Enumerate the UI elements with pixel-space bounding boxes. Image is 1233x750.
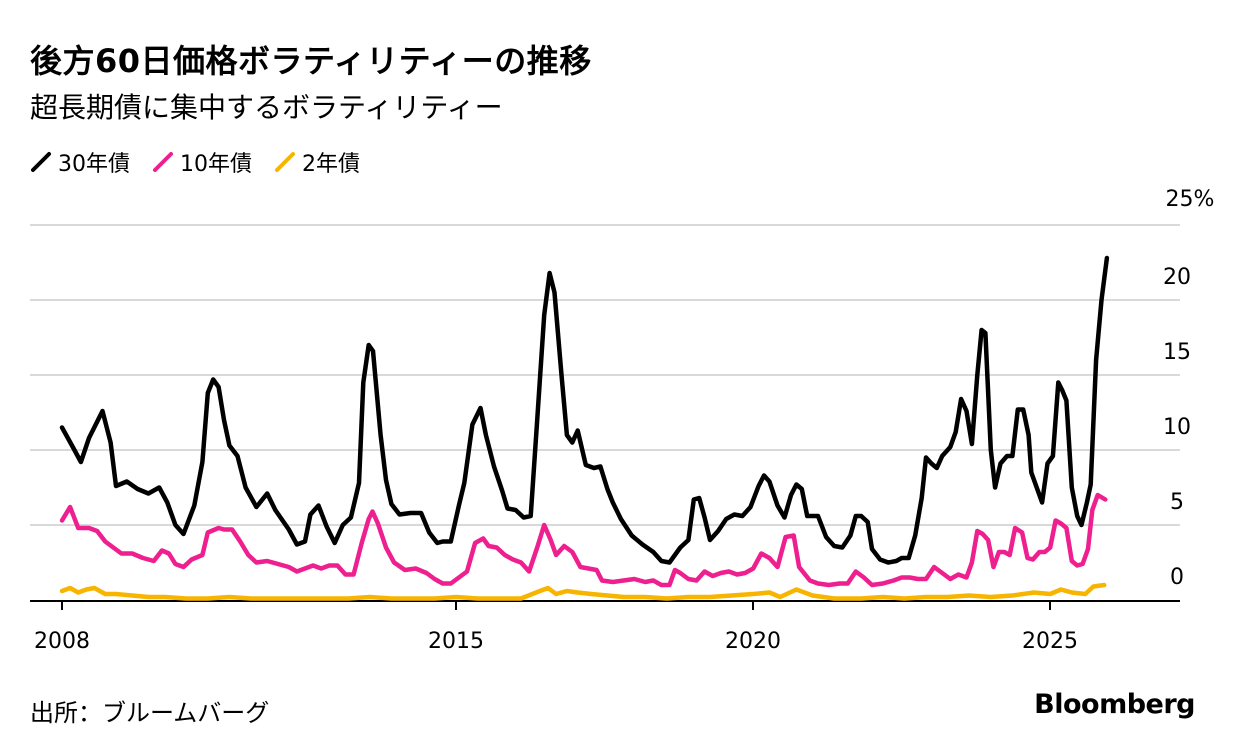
legend-item-30y: 30年債 xyxy=(30,146,130,178)
x-tick-label: 2008 xyxy=(34,629,90,654)
y-tick-label: 15 xyxy=(1163,340,1191,365)
legend-item-2y: 2年債 xyxy=(274,146,360,178)
brand-logo: Bloomberg xyxy=(1034,689,1195,720)
x-tick-label: 2025 xyxy=(1022,629,1078,654)
y-tick-label: 5 xyxy=(1170,490,1184,515)
series-line-2y xyxy=(59,582,1107,601)
chart-title: 後方60日価格ボラティリティーの推移 xyxy=(30,42,592,80)
x-tick-label: 2020 xyxy=(725,629,781,654)
series-line-10y xyxy=(59,492,1108,588)
x-tick-label: 2015 xyxy=(428,629,484,654)
y-tick-label: 25% xyxy=(1166,187,1215,212)
chart-subtitle: 超長期債に集中するボラティリティー xyxy=(30,91,503,124)
y-tick-label: 0 xyxy=(1170,565,1184,590)
legend-item-10y: 10年債 xyxy=(152,146,252,178)
legend-label-30y: 30年債 xyxy=(58,152,130,177)
source-note: 出所：ブルームバーグ xyxy=(30,699,270,727)
series-line-30y xyxy=(59,255,1110,565)
legend-swatch-10y-icon xyxy=(153,152,173,172)
legend: 30年債 10年債 2年債 xyxy=(30,146,382,178)
y-tick-label: 10 xyxy=(1163,415,1191,440)
legend-swatch-30y-icon xyxy=(31,152,51,172)
legend-label-10y: 10年債 xyxy=(180,152,252,177)
legend-label-2y: 2年債 xyxy=(302,152,360,177)
legend-swatch-2y-icon xyxy=(275,152,295,172)
y-tick-label: 20 xyxy=(1163,265,1191,290)
